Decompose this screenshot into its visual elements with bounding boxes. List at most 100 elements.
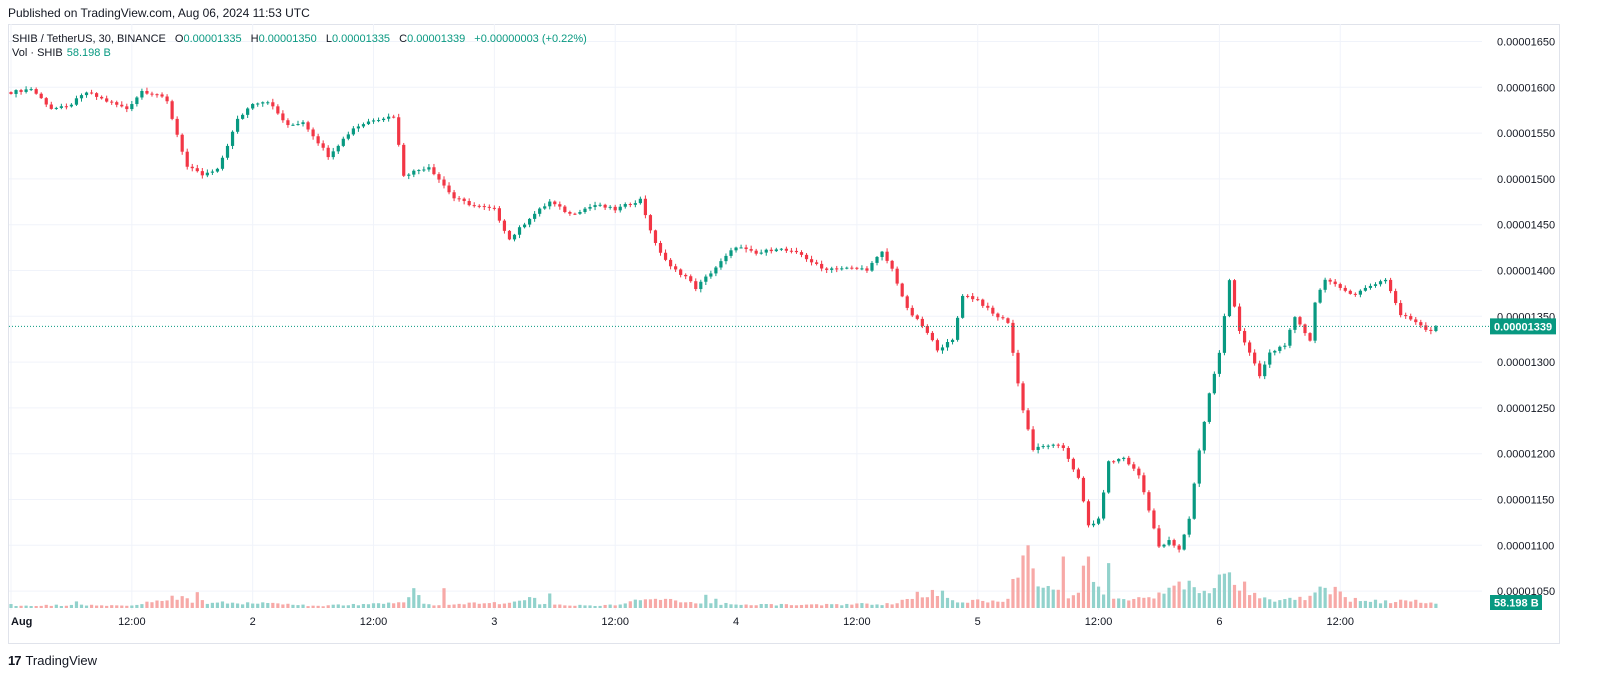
volume-bar (286, 603, 290, 608)
candle-body (346, 134, 350, 139)
candle-body (1081, 477, 1086, 502)
volume-bar (1011, 578, 1015, 608)
candle-body (1318, 289, 1322, 303)
candle-body (538, 208, 542, 214)
candle-body (371, 120, 376, 122)
candle-body (1091, 523, 1096, 526)
volume-bar (432, 605, 436, 608)
volume-bar (885, 603, 889, 608)
volume-bar (115, 605, 119, 608)
volume-legend: Vol · SHIB 58.198 B (12, 47, 111, 59)
candle-body (1107, 461, 1111, 493)
candle-body (729, 250, 733, 256)
candle-body (769, 249, 773, 252)
candle-body (49, 104, 53, 109)
volume-bar (155, 600, 159, 608)
candle-body (1086, 501, 1091, 526)
candle-body (704, 276, 708, 282)
volume-bar (276, 603, 280, 608)
volume-bar (1293, 599, 1297, 608)
volume-bar (100, 605, 104, 608)
candle-body (820, 263, 824, 269)
tradingview-logo-icon[interactable]: 17 (8, 653, 22, 668)
candle-body (971, 296, 975, 300)
volume-bar (180, 596, 184, 608)
volume-bar (845, 603, 849, 608)
candle-body (900, 283, 904, 297)
candle-body (1227, 280, 1232, 317)
volume-bar (729, 604, 733, 608)
ohlc-legend: SHIB / TetherUS, 30, BINANCE O0.00001335… (12, 32, 587, 47)
candle-body (1182, 534, 1186, 550)
price-tick-label: 0.00001250 (1497, 403, 1555, 415)
candle-body (412, 170, 416, 175)
volume-bar (34, 606, 38, 608)
candle-body (689, 276, 693, 282)
candle-body (145, 90, 149, 94)
volume-bar (840, 605, 844, 608)
candle-body (34, 89, 38, 94)
candle-body (1212, 373, 1216, 394)
candle-body (1263, 364, 1267, 377)
candle-body (477, 205, 481, 207)
tradingview-brand[interactable]: TradingView (25, 653, 98, 668)
candle-body (809, 259, 814, 263)
candle-body (764, 249, 768, 253)
candle-body (1187, 518, 1191, 535)
candle-body (1373, 284, 1378, 286)
volume-bar (759, 604, 763, 608)
candle-body (910, 307, 914, 316)
volume-bar (110, 605, 114, 608)
volume-bar (140, 604, 144, 608)
candle-body (1303, 324, 1307, 334)
volume-bar (935, 595, 940, 608)
candle-body (512, 234, 517, 240)
candle-body (533, 213, 537, 219)
candle-body (986, 305, 990, 308)
volume-bar (991, 600, 995, 608)
volume-bar (679, 602, 683, 608)
volume-bar (1162, 593, 1166, 608)
candle-body (256, 103, 260, 105)
candle-body (110, 101, 114, 103)
volume-bar (865, 603, 869, 608)
chart-frame[interactable] (8, 24, 1560, 644)
volume-bar (1147, 597, 1151, 608)
candle-body (1348, 290, 1352, 294)
volume-bar (281, 604, 285, 608)
candle-body (779, 248, 783, 250)
candle-body (1152, 510, 1156, 529)
candle-body (573, 213, 577, 215)
volume-bar (1383, 600, 1388, 608)
candle-body (1399, 303, 1403, 316)
candle-body (437, 174, 441, 180)
volume-bar (784, 604, 788, 608)
candle-body (754, 250, 758, 254)
candle-body (1237, 306, 1242, 331)
volume-bar (1217, 574, 1221, 608)
candle-body (966, 295, 970, 297)
candle-body (799, 252, 804, 255)
volume-bar (961, 602, 965, 608)
candle-body (588, 206, 592, 209)
volume-bar (89, 604, 94, 608)
volume-bar (945, 597, 950, 608)
candle-body (1268, 352, 1272, 365)
candle-body (694, 281, 698, 290)
close-value: 0.00001339 (407, 33, 466, 45)
candle-body (130, 104, 134, 110)
volume-bar (895, 603, 899, 608)
candle-body (568, 212, 572, 214)
volume-label[interactable]: Vol · SHIB (12, 47, 63, 59)
symbol-label[interactable]: SHIB / TetherUS, 30, BINANCE (12, 33, 166, 45)
candle-body (976, 299, 980, 301)
candle-body (1414, 319, 1418, 323)
price-tick-label: 0.00001300 (1497, 357, 1555, 369)
chart-grid (9, 24, 1482, 610)
volume-bar (130, 605, 134, 608)
volume-bar (412, 588, 416, 608)
candle-body (165, 96, 169, 102)
candle-body (920, 318, 924, 327)
candle-body (930, 332, 935, 341)
